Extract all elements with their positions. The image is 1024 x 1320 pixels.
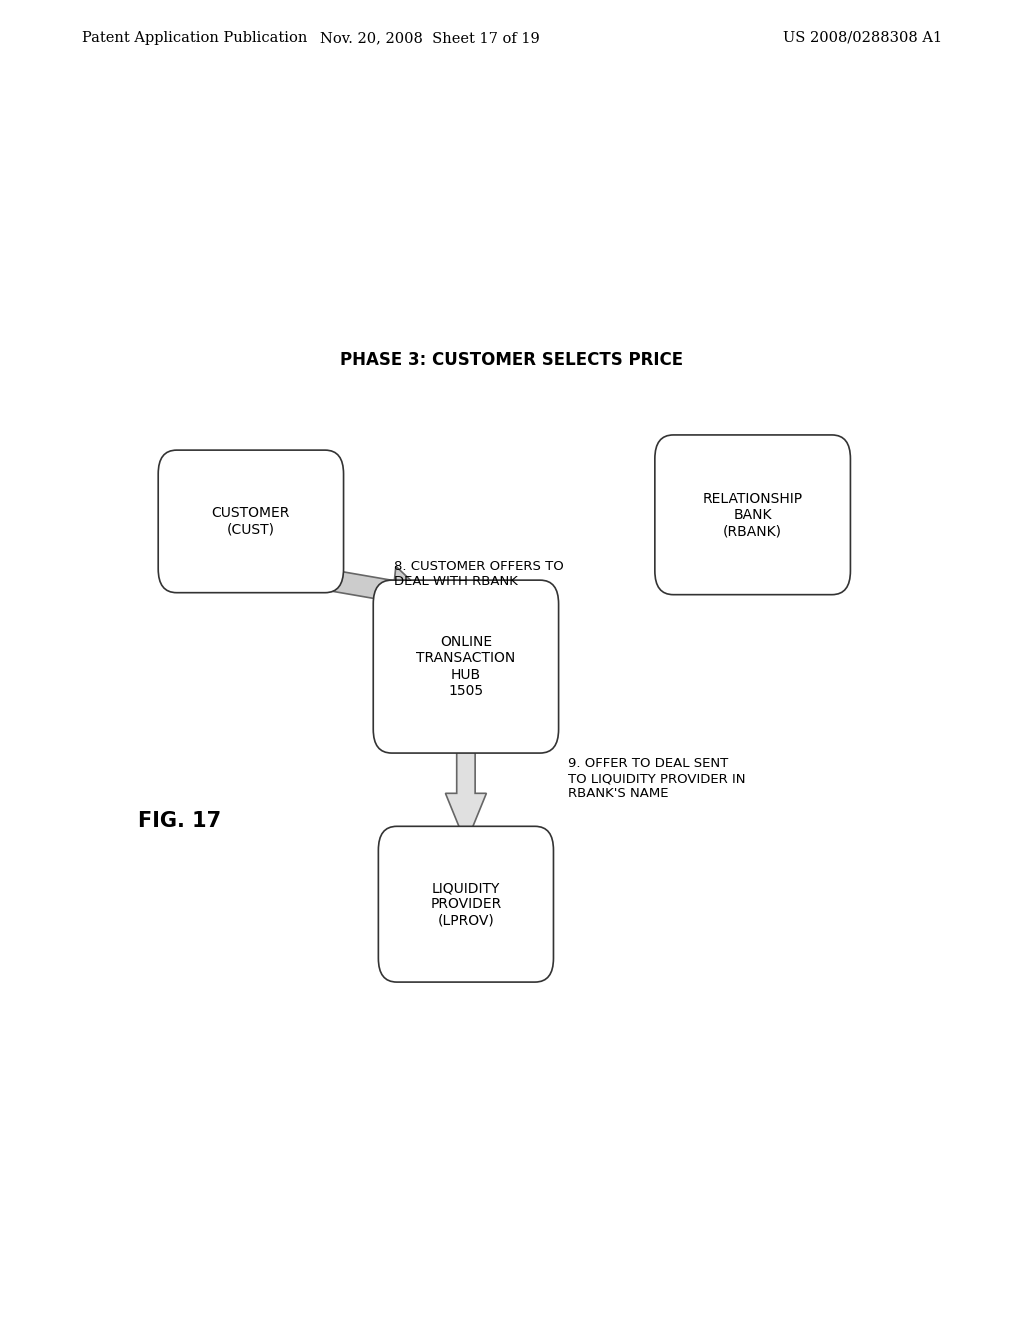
FancyArrow shape xyxy=(302,565,429,616)
Text: US 2008/0288308 A1: US 2008/0288308 A1 xyxy=(783,30,942,45)
Text: LIQUIDITY
PROVIDER
(LPROV): LIQUIDITY PROVIDER (LPROV) xyxy=(430,880,502,928)
Text: Patent Application Publication: Patent Application Publication xyxy=(82,30,307,45)
Text: FIG. 17: FIG. 17 xyxy=(138,810,221,832)
Text: Nov. 20, 2008  Sheet 17 of 19: Nov. 20, 2008 Sheet 17 of 19 xyxy=(321,30,540,45)
FancyBboxPatch shape xyxy=(655,436,850,594)
Text: RELATIONSHIP
BANK
(RBANK): RELATIONSHIP BANK (RBANK) xyxy=(702,491,803,539)
FancyBboxPatch shape xyxy=(379,826,553,982)
Text: CUSTOMER
(CUST): CUSTOMER (CUST) xyxy=(212,507,290,536)
FancyBboxPatch shape xyxy=(158,450,344,593)
FancyArrow shape xyxy=(445,737,486,843)
Text: 8. CUSTOMER OFFERS TO
DEAL WITH RBANK: 8. CUSTOMER OFFERS TO DEAL WITH RBANK xyxy=(394,560,564,589)
Text: PHASE 3: CUSTOMER SELECTS PRICE: PHASE 3: CUSTOMER SELECTS PRICE xyxy=(340,351,684,370)
Text: ONLINE
TRANSACTION
HUB
1505: ONLINE TRANSACTION HUB 1505 xyxy=(417,635,515,698)
Text: 9. OFFER TO DEAL SENT
TO LIQUIDITY PROVIDER IN
RBANK'S NAME: 9. OFFER TO DEAL SENT TO LIQUIDITY PROVI… xyxy=(568,758,745,800)
FancyBboxPatch shape xyxy=(373,581,559,752)
